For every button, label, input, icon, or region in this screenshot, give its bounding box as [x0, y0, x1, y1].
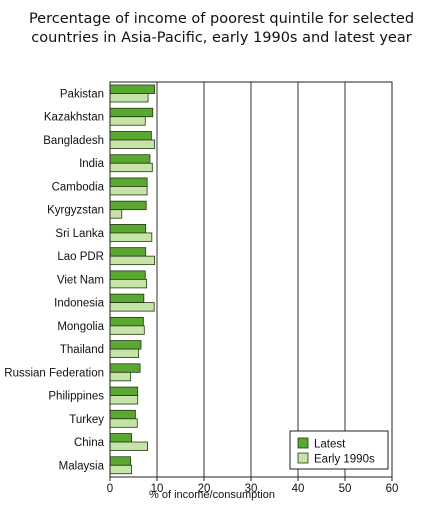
category-label: Kyrgyzstan	[47, 205, 104, 217]
bar-latest-indonesia	[109, 293, 145, 304]
bar-early-1990s-india	[109, 162, 153, 173]
category-label: Kazakhstan	[44, 112, 104, 124]
category-label: Pakistan	[60, 89, 104, 101]
category-label: Mongolia	[57, 321, 104, 333]
category-label: Malaysia	[59, 460, 105, 472]
category-label: Turkey	[69, 414, 104, 426]
bar-latest-russian-federation	[109, 363, 141, 373]
chart-title: Percentage of income of poorest quintile…	[0, 10, 443, 48]
legend-swatch-latest	[297, 437, 309, 449]
bar-latest-kazakhstan	[109, 107, 154, 118]
category-label: India	[79, 158, 105, 170]
bar-early-1990s-lao-pdr	[109, 255, 156, 266]
legend-label-latest: Latest	[314, 439, 346, 451]
x-axis-label: % of income/consumption	[149, 489, 275, 501]
bar-early-1990s-kyrgyzstan	[109, 209, 123, 219]
bar-early-1990s-russian-federation	[109, 371, 132, 382]
bar-early-1990s-malaysia	[109, 464, 133, 475]
bar-early-1990s-bangladesh	[109, 139, 156, 149]
category-label: Bangladesh	[43, 135, 104, 147]
bar-latest-cambodia	[109, 177, 148, 187]
bar-early-1990s-pakistan	[109, 93, 149, 103]
bar-latest-pakistan	[109, 84, 156, 94]
bar-early-1990s-china	[109, 441, 148, 451]
x-tick-label-50: 50	[339, 483, 352, 495]
bar-early-1990s-viet-nam	[109, 278, 148, 289]
bar-latest-turkey	[109, 409, 136, 420]
category-label: Sri Lanka	[55, 228, 104, 240]
bar-latest-sri-lanka	[109, 224, 147, 234]
bar-latest-india	[109, 154, 151, 164]
category-label: Lao PDR	[57, 251, 104, 263]
bar-early-1990s-philippines	[109, 395, 139, 405]
chart-title-line-2: countries in Asia-Pacific, early 1990s a…	[31, 30, 412, 46]
bar-early-1990s-turkey	[109, 418, 138, 428]
category-label: Cambodia	[52, 181, 105, 193]
legend: Latest Early 1990s	[289, 430, 389, 470]
category-label: Indonesia	[54, 298, 104, 310]
x-tick-label-30: 30	[245, 483, 258, 495]
grid-lines	[156, 82, 346, 477]
bar-early-1990s-sri-lanka	[109, 232, 153, 242]
bar-early-1990s-mongolia	[109, 325, 145, 335]
legend-swatch-early-1990s	[297, 452, 309, 464]
category-labels: Pakistan Kazakhstan Bangladesh India Cambodi…	[4, 89, 104, 473]
category-label: Viet Nam	[57, 274, 104, 286]
legend-box	[289, 430, 389, 470]
bar-early-1990s-cambodia	[109, 186, 148, 196]
category-label: Thailand	[60, 344, 104, 356]
bar-latest-lao-pdr	[109, 247, 147, 257]
category-label: China	[74, 437, 105, 449]
bar-latest-philippines	[109, 386, 139, 396]
bar-latest-kyrgyzstan	[109, 200, 147, 211]
bar-latest-viet-nam	[109, 270, 146, 280]
bar-latest-china	[109, 433, 133, 443]
bar-early-1990s-thailand	[109, 348, 140, 358]
bar-latest-malaysia	[109, 456, 132, 466]
category-label: Russian Federation	[4, 367, 104, 379]
category-label: Philippines	[48, 391, 104, 403]
x-tick-label-10: 10	[151, 483, 164, 495]
bar-early-1990s-indonesia	[109, 302, 155, 312]
x-tick-labels: 0 10 20 30 40 50 60	[107, 477, 399, 495]
x-tick-label-0: 0	[107, 483, 113, 495]
plot-frame	[109, 81, 393, 478]
x-tick-label-20: 20	[198, 483, 211, 495]
bar-latest-bangladesh	[109, 131, 152, 141]
bar-latest-thailand	[109, 340, 142, 350]
x-tick-label-40: 40	[292, 483, 305, 495]
bar-marks	[109, 84, 156, 475]
bar-latest-mongolia	[109, 316, 144, 327]
bar-early-1990s-kazakhstan	[109, 116, 146, 126]
chart-title-line-1: Percentage of income of poorest quintile…	[28, 11, 415, 27]
x-tick-label-60: 60	[386, 483, 399, 495]
legend-label-early-1990s: Early 1990s	[314, 454, 375, 466]
